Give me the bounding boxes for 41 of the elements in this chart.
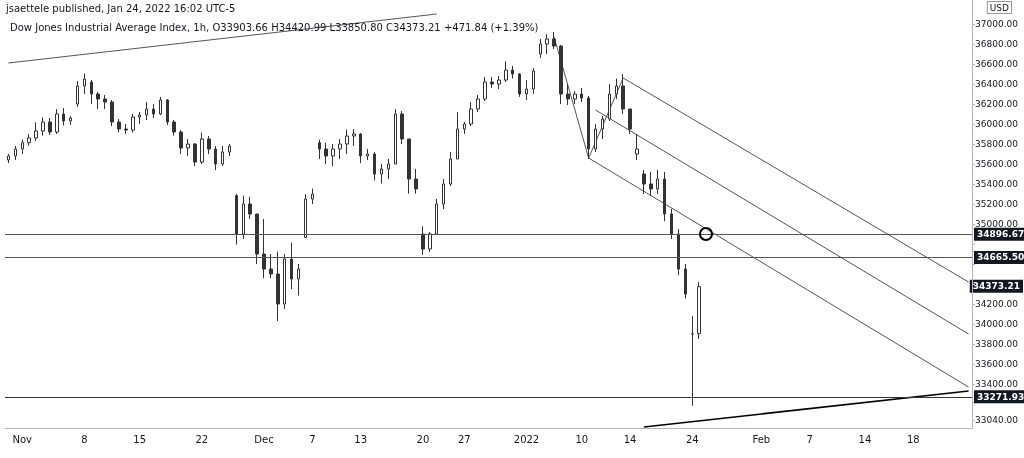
y-tick-label: 37000.00 [975, 19, 1019, 29]
y-tick-label: 36800.00 [975, 39, 1019, 49]
x-tick-label: Feb [752, 433, 771, 445]
x-tick-label: 27 [457, 433, 471, 445]
y-tick-label: 36600.00 [975, 59, 1019, 69]
ref-line-label: 34896.67 [977, 229, 1024, 240]
y-tick-label: 33800.00 [975, 339, 1019, 349]
y-tick-label: 35200.00 [975, 199, 1019, 209]
x-tick-label: 7 [309, 433, 316, 445]
ref-line-label: 33271.93 [977, 391, 1024, 402]
y-tick-label: 36400.00 [975, 79, 1019, 89]
y-tick-label: 35400.00 [975, 179, 1019, 189]
y-axis-title: USD [989, 2, 1010, 13]
y-tick-label: 33600.00 [975, 359, 1019, 369]
x-tick-label: 10 [575, 433, 589, 445]
x-tick-label: 7 [806, 433, 813, 445]
annotation: jsaettele published, Jan 24, 2022 16:02 UTC-5 [5, 2, 236, 14]
x-tick-label: 8 [81, 433, 88, 445]
y-tick-label: 34000.00 [975, 319, 1019, 329]
x-tick-label: 15 [133, 433, 147, 445]
ref-line-label: 34665.50 [977, 252, 1024, 263]
y-tick-label: 35600.00 [975, 159, 1019, 169]
x-tick-label: 2022 [513, 433, 540, 445]
x-tick-label: 22 [195, 433, 209, 445]
x-tick-label: Dec [254, 433, 274, 445]
y-tick-label: 36000.00 [975, 119, 1019, 129]
text: 34373.21 [972, 281, 1021, 292]
y-tick-label: 36200.00 [975, 99, 1019, 109]
x-tick-label: 18 [906, 433, 920, 445]
x-tick-label: 14 [623, 433, 637, 445]
y-tick-label: 34200.00 [975, 299, 1019, 309]
x-tick-label: 14 [858, 433, 872, 445]
y-tick-label: 33040.00 [975, 415, 1019, 425]
x-tick-label: 13 [354, 433, 368, 445]
y-tick-label: 35000.00 [975, 219, 1019, 229]
y-tick-label: 35800.00 [975, 139, 1019, 149]
x-tick-label: 20 [416, 433, 430, 445]
x-tick-label: 24 [685, 433, 699, 445]
text: Dow Jones Industrial Average Index, 1h, O33903.66 H34420.99 L33850.80 C34373.21 +471.84 (+1.39%) [10, 21, 539, 33]
x-tick-label: Nov [12, 433, 33, 445]
y-tick-label: 33400.00 [975, 379, 1019, 389]
